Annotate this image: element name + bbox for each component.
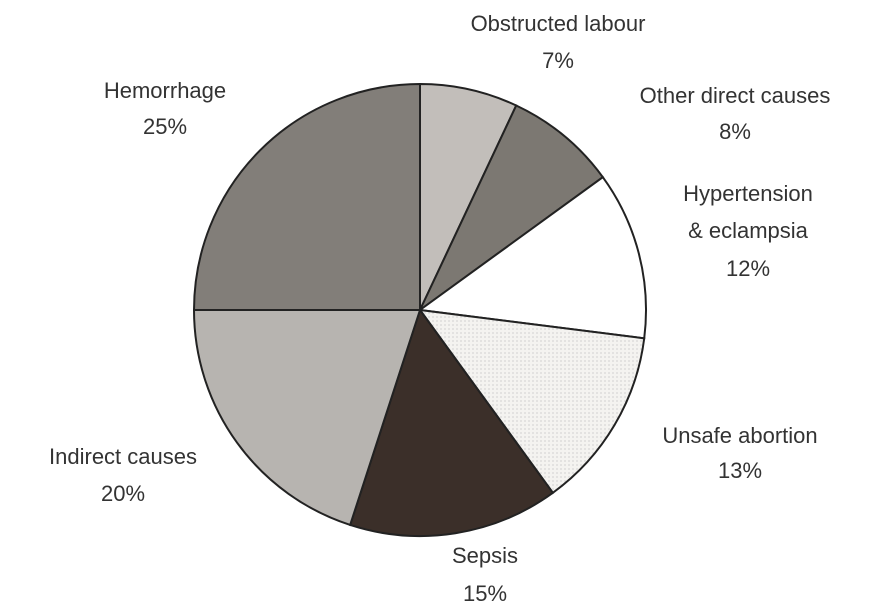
pie-slice [417,308,646,495]
slice-label: Hypertension & eclampsia [683,181,813,243]
value-label: 25% [143,114,187,139]
value-label: 12% [726,256,770,281]
slice-label: Other direct causes [640,83,831,108]
pie-slice [419,104,605,311]
slice-label: Obstructed labour [471,11,646,36]
pie-slice [192,309,422,527]
slice-label: Indirect causes [49,444,197,469]
slice-label: Sepsis [452,543,518,568]
pie-slice [417,175,647,340]
pie-slice [192,82,421,311]
value-label: 15% [463,581,507,606]
value-label: 20% [101,481,145,506]
value-label: 8% [719,119,751,144]
pie-slice [348,307,555,537]
slice-label: Unsafe abortion [662,423,817,448]
value-label: 13% [718,458,762,483]
slice-label: Hemorrhage [104,78,226,103]
value-label: 7% [542,48,574,73]
